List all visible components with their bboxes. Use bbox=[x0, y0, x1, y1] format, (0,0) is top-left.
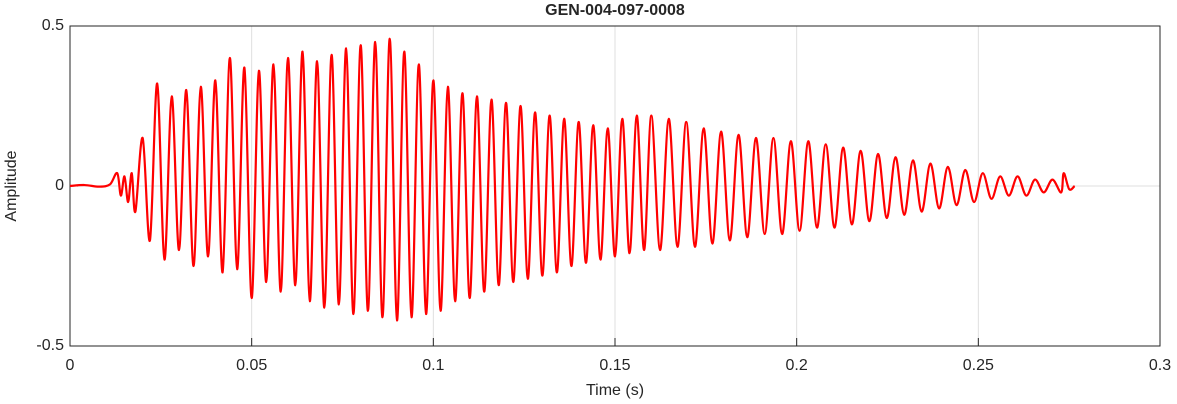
waveform-line bbox=[69, 37, 1076, 322]
y-tick-label: -0.5 bbox=[36, 337, 64, 354]
y-axis-label: Amplitude bbox=[3, 150, 20, 221]
x-tick-label: 0.2 bbox=[786, 357, 808, 374]
x-tick-label: 0.15 bbox=[599, 357, 630, 374]
x-axis-label: Time (s) bbox=[586, 382, 644, 399]
x-tick-label: 0.05 bbox=[236, 357, 267, 374]
y-tick-label: 0 bbox=[55, 177, 64, 194]
x-tick-label: 0 bbox=[66, 357, 75, 374]
y-tick-label: 0.5 bbox=[42, 17, 64, 34]
x-tick-label: 0.25 bbox=[963, 357, 994, 374]
chart-title: GEN-004-097-0008 bbox=[545, 2, 685, 19]
x-tick-label: 0.1 bbox=[422, 357, 444, 374]
x-tick-label: 0.3 bbox=[1149, 357, 1171, 374]
